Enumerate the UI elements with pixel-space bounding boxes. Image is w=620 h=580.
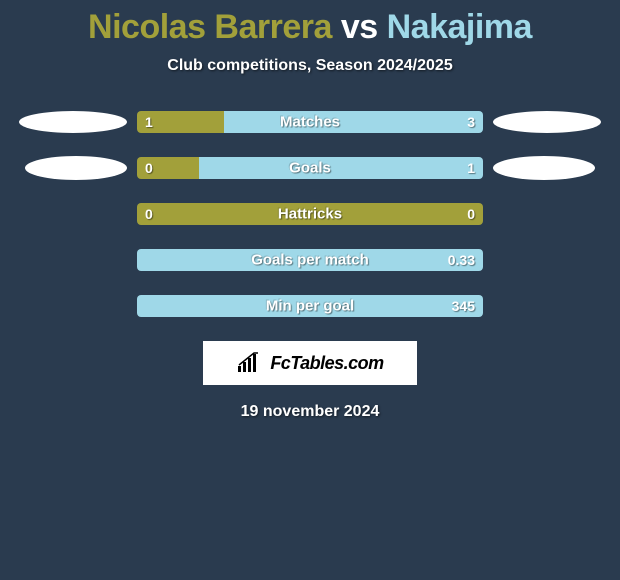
logo-box: FcTables.com [203, 341, 417, 385]
date-text: 19 november 2024 [0, 403, 620, 421]
bar-track: 0 Hattricks 0 [137, 203, 483, 225]
bar-track: 1 Matches 3 [137, 111, 483, 133]
bar-fill-right [224, 111, 484, 133]
bar-track: Goals per match 0.33 [137, 249, 483, 271]
bar-value-left: 1 [145, 114, 153, 130]
bar-value-right: 1 [467, 160, 475, 176]
bar-fill-left [137, 203, 483, 225]
player-oval-right [493, 156, 595, 180]
player-oval-right [493, 111, 601, 133]
bar-fill-right [199, 157, 483, 179]
bar-track: Min per goal 345 [137, 295, 483, 317]
stat-row: 1 Matches 3 [0, 111, 620, 133]
logo-text: FcTables.com [270, 353, 383, 374]
subtitle: Club competitions, Season 2024/2025 [0, 57, 620, 75]
comparison-bars: 1 Matches 3 0 Goals 1 0 Hattricks 0 [0, 111, 620, 317]
stat-row: 0 Hattricks 0 [0, 203, 620, 225]
stat-row: Goals per match 0.33 [0, 249, 620, 271]
title-vs: vs [332, 8, 387, 46]
bar-value-left: 0 [145, 206, 153, 222]
bar-value-right: 3 [467, 114, 475, 130]
bar-value-right: 0.33 [448, 252, 475, 268]
bar-value-right: 0 [467, 206, 475, 222]
title-player-left: Nicolas Barrera [88, 8, 332, 46]
stat-row: Min per goal 345 [0, 295, 620, 317]
bar-track: 0 Goals 1 [137, 157, 483, 179]
barchart-icon [236, 352, 264, 374]
page-title: Nicolas Barrera vs Nakajima [0, 0, 620, 47]
player-oval-left [19, 111, 127, 133]
stat-row: 0 Goals 1 [0, 157, 620, 179]
player-oval-left [25, 156, 127, 180]
bar-fill-right [137, 249, 483, 271]
title-player-right: Nakajima [387, 8, 532, 46]
bar-value-right: 345 [452, 298, 475, 314]
bar-fill-right [137, 295, 483, 317]
bar-value-left: 0 [145, 160, 153, 176]
